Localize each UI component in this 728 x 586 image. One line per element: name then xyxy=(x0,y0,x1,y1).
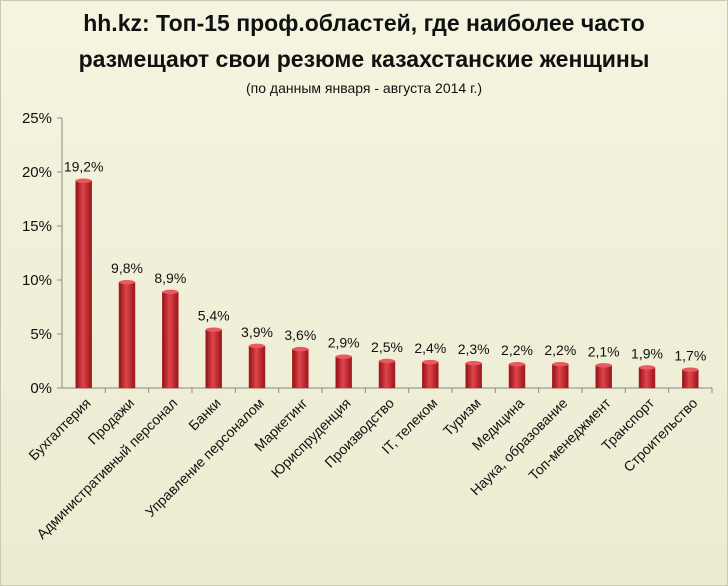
data-label: 2,4% xyxy=(414,340,446,356)
category-label: Строительство xyxy=(620,395,700,475)
data-label: 1,9% xyxy=(631,345,663,361)
y-tick-label: 25% xyxy=(22,110,52,127)
bar-cap xyxy=(292,346,309,352)
bar-cap xyxy=(205,327,222,332)
data-label: 3,9% xyxy=(241,324,273,340)
bar xyxy=(508,363,526,389)
bar-cap xyxy=(249,343,265,349)
bar xyxy=(682,369,699,389)
bar-cap xyxy=(682,367,699,372)
y-tick-label: 10% xyxy=(22,272,52,289)
bar xyxy=(335,356,352,389)
data-label: 1,7% xyxy=(674,348,706,364)
data-label: 3,6% xyxy=(284,327,316,343)
bar xyxy=(205,329,222,389)
data-label: 9,8% xyxy=(111,260,143,276)
bar xyxy=(378,360,396,389)
data-label: 5,4% xyxy=(198,308,230,324)
data-label: 2,5% xyxy=(371,339,403,355)
y-tick-label: 20% xyxy=(22,164,52,181)
bar xyxy=(465,362,482,389)
data-label: 8,9% xyxy=(154,270,186,286)
chart-subtitle: (по данным января - августа 2014 г.) xyxy=(245,80,483,96)
y-tick-label: 0% xyxy=(30,380,52,397)
bar xyxy=(292,348,309,389)
bar xyxy=(118,281,136,389)
bar-cap xyxy=(75,178,92,183)
category-label: Бухгалтерия xyxy=(25,395,94,464)
bar-cap xyxy=(379,358,395,364)
bar-cap xyxy=(335,354,352,359)
y-tick-label: 5% xyxy=(30,326,52,343)
bar-cap xyxy=(509,362,525,367)
bar xyxy=(552,363,569,389)
bar xyxy=(162,291,179,389)
bar-cap xyxy=(422,359,439,365)
bar-cap xyxy=(162,289,179,295)
bar-cap xyxy=(119,279,135,285)
bar-cap xyxy=(465,360,482,366)
bar-cap xyxy=(552,362,569,367)
data-label: 19,2% xyxy=(64,159,104,175)
bar xyxy=(595,365,612,389)
data-label: 2,9% xyxy=(328,335,360,351)
bar xyxy=(75,180,92,389)
bar xyxy=(638,367,656,389)
data-label: 2,3% xyxy=(458,341,490,357)
chart-title: hh.kz: Топ-15 проф.областей, где наиболе… xyxy=(83,10,645,36)
chart-title-line2: размещают свои резюме казахстанские женщ… xyxy=(78,46,650,72)
bar-cap xyxy=(639,365,655,370)
bar xyxy=(422,361,439,389)
y-tick-label: 15% xyxy=(22,218,52,235)
data-label: 2,2% xyxy=(544,342,576,358)
bar-cap xyxy=(595,363,612,368)
bar xyxy=(248,345,266,389)
category-label: Юриспруденция xyxy=(268,395,354,481)
data-label: 2,2% xyxy=(501,342,533,358)
data-label: 2,1% xyxy=(588,343,620,359)
category-label: Банки xyxy=(185,395,224,434)
